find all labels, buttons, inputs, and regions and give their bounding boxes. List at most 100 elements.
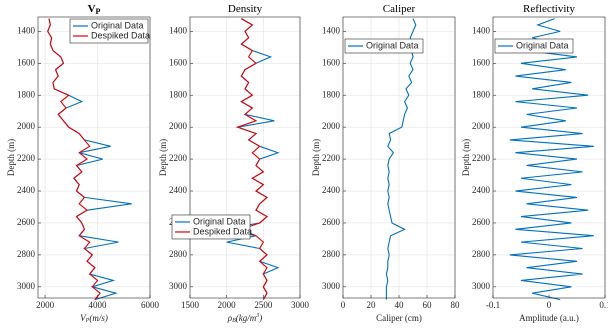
x-axis-label: Caliper (cm): [376, 313, 422, 323]
panel-title: VP: [88, 3, 101, 16]
y-tick-label: 2200: [472, 153, 491, 163]
legend-label: Original Data: [366, 40, 419, 50]
y-tick-label: 2800: [169, 249, 188, 259]
data-line: [385, 18, 417, 300]
title-text: Caliper: [383, 3, 416, 15]
x-label-part: Amplitude (a.u.): [519, 313, 579, 323]
x-label-part: ρ: [227, 313, 233, 323]
y-tick-label: 2400: [17, 185, 36, 195]
title-text: Reflectivity: [523, 3, 575, 15]
y-tick-label: 1600: [169, 57, 188, 67]
panel-title: Caliper: [383, 3, 416, 15]
legend-box: [494, 38, 574, 54]
y-tick-label: 2200: [322, 153, 341, 163]
y-tick-label: 2000: [169, 121, 188, 131]
x-tick-label: 2500: [254, 300, 273, 310]
y-axis-label: Depth (m): [311, 139, 321, 176]
legend-label: Despiked Data: [91, 30, 150, 40]
x-tick-label: 80: [451, 300, 461, 310]
x-label-part: Caliper (cm): [376, 313, 422, 323]
x-tick-label: 0: [341, 300, 346, 310]
x-label-part: ): [258, 313, 262, 323]
y-tick-label: 1400: [472, 25, 491, 35]
x-label-part: 3: [255, 313, 259, 319]
data-line: [235, 18, 268, 300]
y-tick-label: 2800: [472, 249, 491, 259]
y-tick-label: 1800: [17, 89, 36, 99]
y-tick-label: 2000: [322, 121, 341, 131]
x-label-part: P: [85, 318, 90, 324]
y-tick-label: 2200: [17, 153, 36, 163]
y-tick-label: 1400: [17, 25, 36, 35]
y-tick-label: 2000: [17, 121, 36, 131]
y-tick-label: 2000: [472, 121, 491, 131]
y-tick-label: 2800: [17, 249, 36, 259]
y-tick-label: 3000: [322, 281, 341, 291]
x-tick-label: 40: [395, 300, 405, 310]
panel: 1400 1600 1800 2000 2200 2400 2600 2800 3000 -0.1…: [461, 3, 608, 324]
panel: 1400160018002000220024002600280030001500…: [158, 3, 309, 325]
axes-box: [342, 16, 456, 299]
x-tick-label: 0.1: [599, 300, 608, 310]
legend-label: Original Data: [516, 40, 569, 50]
data-line: [47, 18, 101, 300]
y-tick-label: 3000: [17, 281, 36, 291]
y-tick-label: 1600: [472, 57, 491, 67]
title-subscript: P: [96, 7, 101, 16]
x-tick-label: 4000: [89, 300, 108, 310]
x-tick-label: 2000: [218, 300, 237, 310]
legend-box: [171, 214, 251, 240]
y-tick-label: 1400: [169, 25, 188, 35]
x-tick-label: 2000: [36, 300, 55, 310]
y-axis-label: Depth (m): [461, 139, 471, 176]
x-tick-label: 0: [547, 300, 552, 310]
y-tick-label: 3000: [472, 281, 491, 291]
axes-box: [492, 16, 606, 299]
x-tick-label: 60: [423, 300, 433, 310]
axes-box: [189, 16, 301, 299]
panel: 1400160018002000220024002600280030002000…: [6, 3, 159, 325]
x-tick-label: 6000: [141, 300, 160, 310]
x-tick-label: 1500: [181, 300, 200, 310]
y-tick-label: 1800: [472, 89, 491, 99]
y-tick-label: 1800: [322, 89, 341, 99]
y-tick-label: 1600: [17, 57, 36, 67]
y-tick-label: 1800: [169, 89, 188, 99]
x-label-part: (kg/m: [236, 313, 257, 323]
y-tick-label: 2200: [169, 153, 188, 163]
x-axis-label: Amplitude (a.u.): [519, 313, 579, 323]
legend-label: Despiked Data: [193, 226, 252, 236]
panel-title: Reflectivity: [523, 3, 575, 15]
y-tick-label: 1600: [322, 57, 341, 67]
y-tick-label: 3000: [169, 281, 188, 291]
axes-box: [37, 16, 151, 299]
y-tick-label: 2600: [17, 217, 36, 227]
data-line: [509, 18, 594, 301]
y-tick-label: 2600: [472, 217, 491, 227]
legend-label: Original Data: [193, 216, 246, 226]
x-tick-label: 20: [367, 300, 377, 310]
legend-box: [69, 18, 149, 44]
y-axis-label: Depth (m): [158, 139, 168, 176]
panel-title: Density: [228, 3, 263, 15]
x-axis-label: ρB(kg/m3): [227, 313, 263, 324]
x-label-part: V: [80, 313, 87, 323]
y-axis-label: Depth (m): [6, 139, 16, 176]
legend-box: [344, 38, 424, 54]
title-text: Density: [228, 3, 263, 15]
y-tick-label: 2600: [322, 217, 341, 227]
x-tick-label: -0.1: [486, 300, 500, 310]
x-tick-label: 3000: [291, 300, 310, 310]
y-tick-label: 2400: [322, 185, 341, 195]
legend-label: Original Data: [91, 20, 144, 30]
y-tick-label: 2800: [322, 249, 341, 259]
x-label-part: (m/s): [89, 313, 108, 323]
x-axis-label: VP(m/s): [80, 313, 108, 324]
title-text: V: [88, 3, 96, 15]
y-tick-label: 2400: [169, 185, 188, 195]
x-label-part: B: [232, 318, 236, 324]
y-tick-label: 1400: [322, 25, 341, 35]
y-tick-label: 2400: [472, 185, 491, 195]
